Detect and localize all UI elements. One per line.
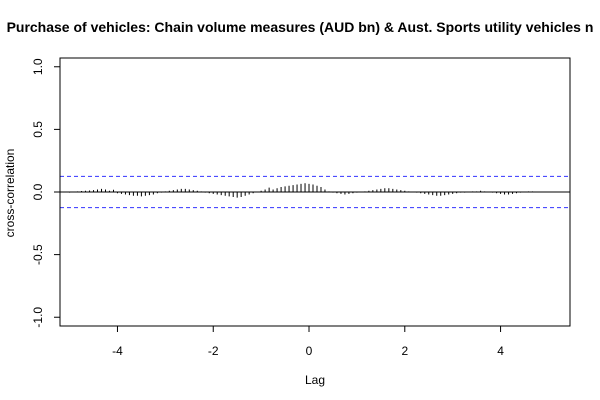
x-tick-label: -2 [208, 344, 219, 358]
y-tick-label: 1.0 [31, 58, 45, 75]
x-tick-label: 4 [497, 344, 504, 358]
x-tick-label: -4 [112, 344, 123, 358]
y-axis: -1.0 -0.5 0.0 0.5 1.0 [31, 58, 61, 328]
y-tick-label: -0.5 [31, 244, 45, 265]
x-axis: -4 -2 0 2 4 [112, 325, 504, 358]
x-axis-label: Lag [305, 373, 325, 387]
y-tick-label: 0.5 [31, 121, 45, 138]
x-tick-label: 2 [401, 344, 408, 358]
y-axis-label: cross-correlation [3, 149, 17, 238]
chart-title: Purchase of vehicles: Chain volume measu… [7, 19, 594, 35]
plot-area [59, 57, 571, 327]
x-tick-label: 0 [306, 344, 313, 358]
y-tick-label: -1.0 [31, 307, 45, 328]
y-tick-label: 0.0 [31, 183, 45, 200]
